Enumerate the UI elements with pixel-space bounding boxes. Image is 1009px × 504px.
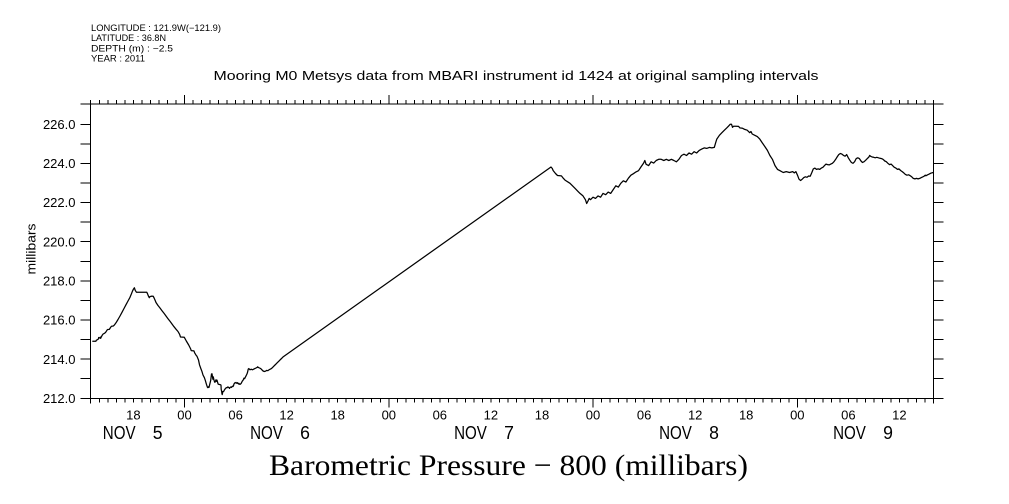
- svg-text:5: 5: [153, 422, 163, 443]
- svg-text:12: 12: [892, 408, 906, 423]
- svg-text:218.0: 218.0: [43, 274, 76, 289]
- svg-text:DEPTH (m) : −2.5: DEPTH (m) : −2.5: [91, 43, 173, 53]
- svg-text:8: 8: [709, 422, 719, 443]
- svg-text:00: 00: [177, 408, 191, 423]
- svg-text:LONGITUDE : 121.9W(−121.9): LONGITUDE : 121.9W(−121.9): [91, 23, 221, 33]
- svg-text:NOV: NOV: [659, 422, 692, 443]
- svg-text:18: 18: [330, 408, 344, 423]
- svg-text:Barometric Pressure − 800 (mil: Barometric Pressure − 800 (millibars): [269, 449, 748, 482]
- svg-text:NOV: NOV: [454, 422, 487, 443]
- svg-text:18: 18: [739, 408, 753, 423]
- svg-text:224.0: 224.0: [43, 156, 76, 171]
- svg-text:06: 06: [433, 408, 447, 423]
- svg-text:9: 9: [883, 422, 893, 443]
- svg-text:214.0: 214.0: [43, 352, 76, 367]
- svg-text:00: 00: [790, 408, 804, 423]
- svg-text:6: 6: [300, 422, 310, 443]
- svg-text:00: 00: [586, 408, 600, 423]
- svg-text:YEAR : 2011: YEAR : 2011: [91, 54, 145, 64]
- svg-text:NOV: NOV: [250, 422, 283, 443]
- svg-text:18: 18: [535, 408, 549, 423]
- svg-text:212.0: 212.0: [43, 391, 76, 406]
- svg-text:06: 06: [637, 408, 651, 423]
- svg-text:NOV: NOV: [833, 422, 866, 443]
- svg-text:222.0: 222.0: [43, 195, 76, 210]
- svg-text:216.0: 216.0: [43, 313, 76, 328]
- svg-text:00: 00: [382, 408, 396, 423]
- svg-text:06: 06: [228, 408, 242, 423]
- svg-text:LATITUDE : 36.8N: LATITUDE : 36.8N: [91, 33, 166, 43]
- svg-text:NOV: NOV: [103, 422, 136, 443]
- svg-text:226.0: 226.0: [43, 117, 76, 132]
- svg-text:7: 7: [504, 422, 514, 443]
- svg-text:220.0: 220.0: [43, 234, 76, 249]
- svg-text:12: 12: [279, 408, 293, 423]
- svg-text:18: 18: [126, 408, 140, 423]
- svg-text:Mooring M0 Metsys data from MB: Mooring M0 Metsys data from MBARI instru…: [214, 69, 819, 83]
- svg-text:06: 06: [841, 408, 855, 423]
- svg-text:millibars: millibars: [23, 223, 38, 275]
- svg-text:12: 12: [484, 408, 498, 423]
- svg-text:12: 12: [688, 408, 702, 423]
